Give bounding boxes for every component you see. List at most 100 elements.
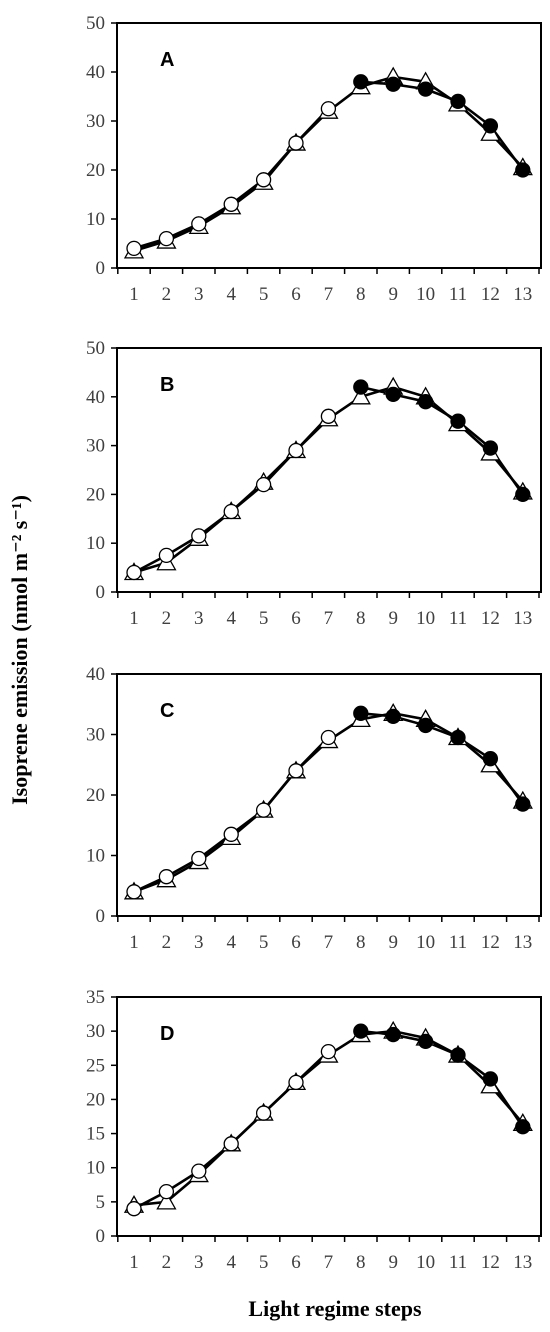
- filled-circle-point: [417, 717, 434, 734]
- y-tick-label: 30: [86, 725, 105, 746]
- open-circle-point: [288, 442, 304, 459]
- x-tick-label: 9: [388, 608, 398, 629]
- filled-circle-point: [450, 729, 466, 746]
- filled-circle-point: [450, 93, 466, 110]
- open-circle-point: [158, 869, 175, 885]
- filled-circle-point: [417, 81, 434, 97]
- series-line-filled-circle: [360, 385, 524, 496]
- y-tick-label: 10: [86, 533, 105, 554]
- open-circle-point: [191, 216, 207, 232]
- x-tick-label: 1: [129, 1252, 139, 1273]
- y-tick-label: 0: [96, 258, 106, 279]
- x-tick-label: 11: [449, 1252, 467, 1273]
- filled-circle-point: [353, 74, 369, 90]
- x-tick-label: 3: [194, 932, 204, 953]
- y-tick-label: 0: [96, 582, 106, 603]
- y-tick-label: 35: [86, 987, 105, 1008]
- x-tick-label: 6: [291, 608, 301, 629]
- y-tick-label: 50: [86, 338, 105, 359]
- x-tick-label: 13: [513, 932, 532, 953]
- x-tick-label: 12: [481, 608, 500, 629]
- open-circle-point: [255, 172, 272, 188]
- open-circle-point: [223, 826, 239, 842]
- x-tick-label: 1: [129, 932, 139, 953]
- y-tick-label: 0: [96, 906, 106, 927]
- x-tick-label: 8: [356, 284, 366, 305]
- filled-circle-point: [482, 440, 499, 456]
- filled-circle-point: [417, 1033, 434, 1050]
- x-tick-label: 10: [416, 284, 435, 305]
- x-tick-label: 11: [449, 608, 467, 629]
- plot-frame: [116, 996, 542, 1237]
- open-circle-point: [158, 1183, 175, 1200]
- panel-letter: C: [160, 700, 174, 722]
- x-tick-label: 10: [416, 608, 435, 629]
- open-circle-point: [191, 850, 207, 867]
- x-tick-label: 8: [356, 1252, 366, 1273]
- y-tick-label: 40: [86, 62, 105, 83]
- y-tick-label: 40: [86, 387, 105, 408]
- open-circle-point: [288, 763, 304, 779]
- open-circle-point: [158, 547, 175, 564]
- filled-circle-point: [385, 1026, 401, 1043]
- x-tick-label: 2: [162, 608, 172, 629]
- x-tick-label: 1: [129, 608, 139, 629]
- open-circle-point: [126, 884, 142, 900]
- filled-circle-point: [385, 386, 401, 403]
- x-tick-label: 5: [259, 932, 269, 953]
- series-line-open-circle: [133, 736, 330, 893]
- open-circle-point: [191, 528, 207, 544]
- y-tick-label: 0: [96, 1226, 106, 1247]
- y-tick-label: 20: [86, 484, 105, 505]
- x-tick-label: 2: [162, 932, 172, 953]
- open-circle-point: [255, 476, 272, 493]
- filled-circle-point: [515, 796, 531, 812]
- filled-circle-point: [353, 379, 369, 395]
- open-circle-point: [320, 408, 337, 424]
- x-tick-label: 2: [162, 1252, 172, 1273]
- x-tick-label: 3: [194, 608, 204, 629]
- x-tick-label: 7: [324, 1252, 334, 1273]
- open-circle-point: [158, 230, 175, 247]
- x-tick-label: 6: [291, 932, 301, 953]
- x-tick-label: 4: [226, 608, 236, 629]
- x-tick-label: 12: [481, 932, 500, 953]
- filled-circle-point: [353, 705, 369, 721]
- x-tick-label: 2: [162, 284, 172, 305]
- open-circle-point: [223, 503, 239, 520]
- series-line-open-circle: [133, 107, 330, 250]
- x-tick-label: 11: [449, 932, 467, 953]
- y-tick-label: 40: [86, 664, 105, 685]
- filled-circle-point: [482, 118, 499, 134]
- x-tick-label: 10: [416, 932, 435, 953]
- plot-frame: [116, 673, 542, 917]
- filled-circle-point: [515, 1119, 531, 1135]
- panel-letter: D: [160, 1023, 174, 1045]
- x-tick-label: 5: [259, 1252, 269, 1273]
- x-tick-label: 6: [291, 284, 301, 305]
- open-circle-point: [126, 564, 142, 581]
- filled-circle-point: [515, 486, 531, 503]
- plot-frame: [116, 347, 542, 593]
- filled-circle-point: [385, 708, 401, 724]
- open-circle-point: [320, 101, 337, 117]
- open-circle-point: [288, 135, 304, 151]
- y-tick-label: 30: [86, 1021, 105, 1042]
- x-tick-label: 8: [356, 932, 366, 953]
- y-tick-label: 20: [86, 785, 105, 806]
- triangle-point: [156, 1191, 177, 1210]
- filled-circle-point: [385, 76, 401, 92]
- filled-circle-point: [450, 413, 466, 429]
- y-tick-label: 10: [86, 1158, 105, 1179]
- open-circle-point: [223, 196, 239, 212]
- x-tick-label: 4: [226, 284, 236, 305]
- x-tick-label: 8: [356, 608, 366, 629]
- y-tick-label: 50: [86, 13, 105, 34]
- filled-circle-point: [482, 1071, 499, 1087]
- x-axis-title: Light regime steps: [248, 1296, 422, 1321]
- y-axis-title: Isoprene emission (nmol m⁻² s⁻¹): [7, 495, 32, 805]
- x-tick-label: 13: [513, 608, 532, 629]
- panel-letter: B: [160, 374, 174, 396]
